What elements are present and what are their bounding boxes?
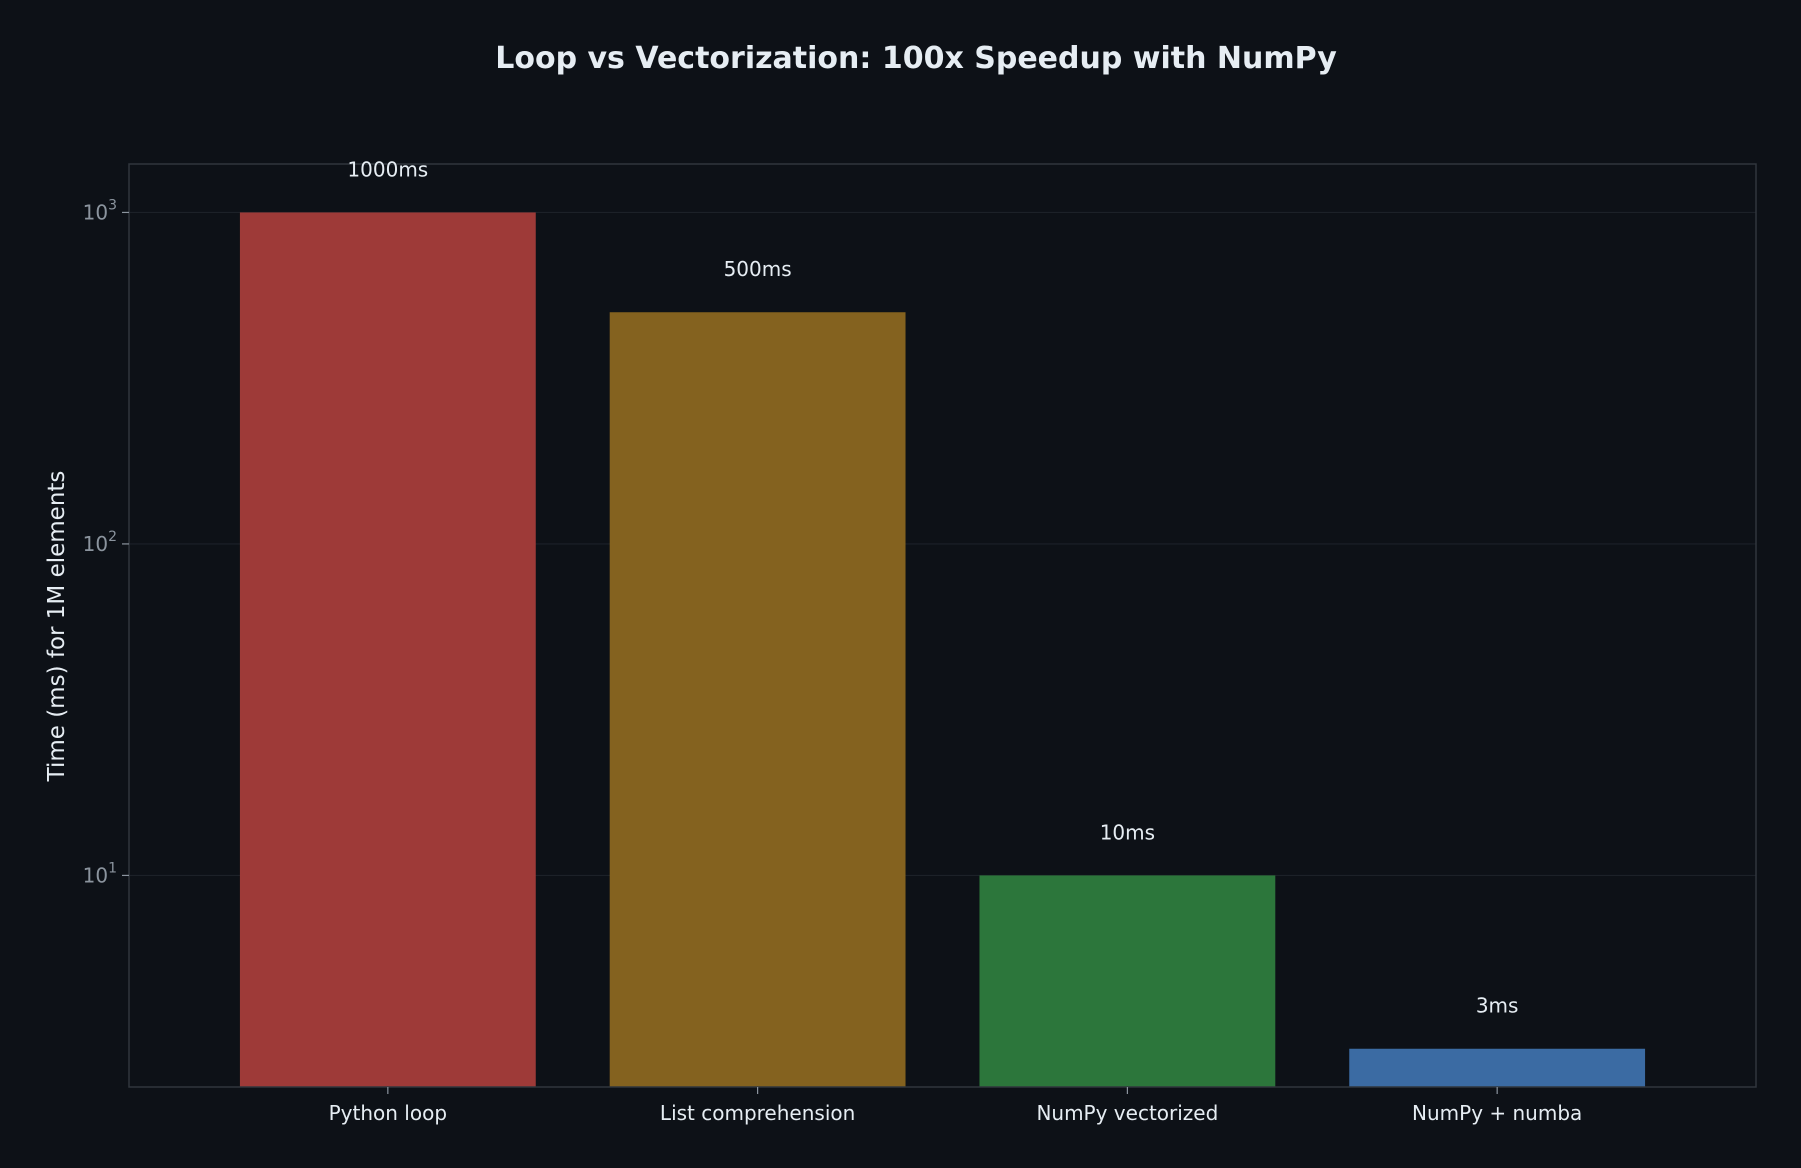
y-tick-label: 103 — [83, 197, 117, 224]
chart-title: Loop vs Vectorization: 100x Speedup with… — [495, 41, 1337, 76]
x-tick-label: Python loop — [329, 1101, 447, 1125]
y-axis-label: Time (ms) for 1M elements — [44, 471, 70, 783]
bar-value-label: 3ms — [1476, 994, 1519, 1018]
value-labels: 1000ms 500ms 10ms 3ms — [347, 157, 1518, 1017]
bar-value-label: 1000ms — [347, 157, 428, 181]
y-axis-ticks: 101 102 103 — [83, 197, 129, 887]
x-tick-label: NumPy vectorized — [1036, 1101, 1218, 1125]
x-tick-label: List comprehension — [660, 1101, 855, 1125]
x-tick-label: NumPy + numba — [1412, 1101, 1582, 1125]
bar — [1349, 1048, 1646, 1087]
bar-value-label: 10ms — [1100, 820, 1155, 844]
plot-area-frame — [128, 163, 1757, 1088]
y-tick-label: 101 — [83, 860, 117, 887]
bars — [239, 212, 1646, 1087]
y-tick-label: 102 — [83, 529, 117, 556]
bar — [609, 312, 906, 1087]
bar — [979, 875, 1276, 1087]
bar — [239, 212, 536, 1087]
bar-value-label: 500ms — [724, 257, 792, 281]
x-axis-ticks: Python loop List comprehension NumPy vecto… — [329, 1087, 1582, 1125]
